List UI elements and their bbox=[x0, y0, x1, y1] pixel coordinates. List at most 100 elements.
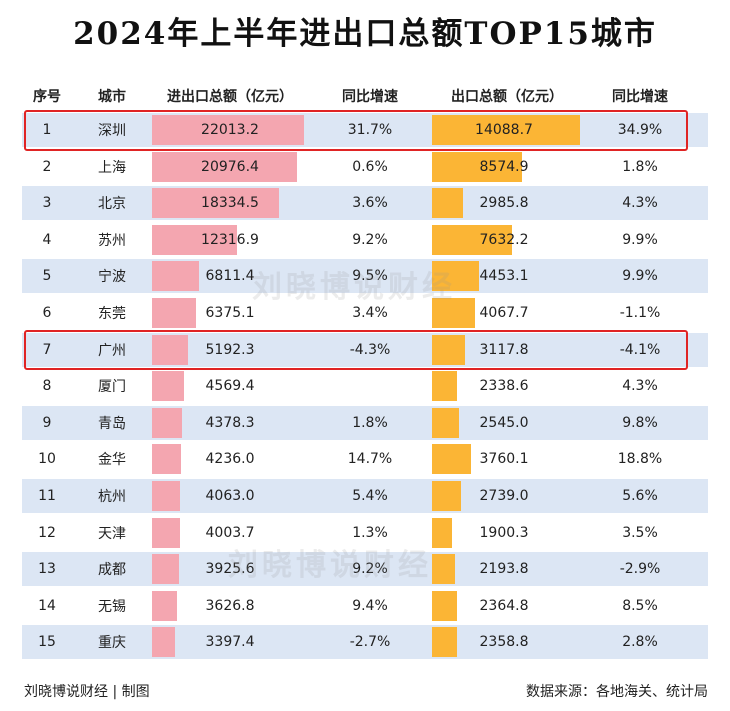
table-row: 1 深圳 22013.2 31.7% 14088.7 34.9% bbox=[22, 113, 708, 147]
city-cell: 宁波 bbox=[98, 269, 126, 286]
chart-title: 2024年上半年进出口总额TOP15城市 bbox=[73, 16, 657, 52]
total-bar bbox=[152, 261, 200, 292]
export-bar bbox=[432, 188, 464, 219]
footer-credit: 刘晓博说财经 | 制图 bbox=[24, 684, 150, 700]
table-row: 3 北京 18334.5 3.6% 2985.8 4.3% bbox=[22, 186, 708, 221]
rank-cell: 6 bbox=[42, 305, 52, 321]
export-bar bbox=[432, 371, 457, 402]
table-row: 9 青岛 4378.3 1.8% 2545.0 9.8% bbox=[22, 405, 708, 440]
total-bar bbox=[152, 407, 183, 438]
export-value: 4453.1 bbox=[479, 268, 529, 285]
city-cell: 青岛 bbox=[98, 415, 126, 432]
export-yoy-value: 1.8% bbox=[622, 158, 658, 175]
rank-cell: 5 bbox=[42, 268, 52, 285]
highlight-box bbox=[24, 110, 688, 151]
export-bar bbox=[432, 334, 465, 365]
table-row: 2 上海 20976.4 0.6% 8574.9 1.8% bbox=[22, 150, 708, 184]
export-yoy-value: 9.9% bbox=[622, 231, 658, 248]
export-bar bbox=[432, 554, 456, 585]
header-total: 进出口总额（亿元） bbox=[167, 89, 293, 105]
table-row: 10 金华 4236.0 14.7% 3760.1 18.8% bbox=[22, 442, 708, 476]
watermark-bottom: 刘晓博说财经 bbox=[228, 548, 432, 583]
total-value: 3397.4 bbox=[205, 634, 255, 651]
footer-source: 数据来源：各地海关、统计局 bbox=[526, 684, 708, 700]
total-yoy-value: 0.6% bbox=[352, 158, 388, 175]
export-bar bbox=[432, 115, 580, 145]
export-value: 3760.1 bbox=[479, 451, 529, 468]
export-yoy-value: 9.8% bbox=[622, 414, 658, 431]
total-yoy-value: 3.4% bbox=[352, 305, 388, 321]
total-value: 20976.4 bbox=[201, 158, 259, 175]
total-bar bbox=[152, 224, 238, 255]
export-value: 3117.8 bbox=[479, 341, 529, 358]
total-yoy-value: 14.7% bbox=[347, 451, 393, 468]
city-cell: 无锡 bbox=[98, 598, 126, 615]
total-yoy-value: -2.7% bbox=[349, 634, 391, 651]
export-yoy-value: 8.5% bbox=[622, 597, 658, 614]
total-value: 4003.7 bbox=[205, 524, 255, 541]
rank-cell: 3 bbox=[42, 195, 52, 212]
total-yoy-value: 9.2% bbox=[352, 561, 388, 578]
total-yoy-value: 9.4% bbox=[352, 597, 388, 614]
export-bar bbox=[432, 627, 457, 658]
total-value: 12316.9 bbox=[201, 231, 259, 248]
total-bar bbox=[152, 115, 304, 145]
total-bar bbox=[152, 590, 178, 621]
header-city: 城市 bbox=[98, 89, 126, 105]
rank-cell: 4 bbox=[42, 231, 52, 248]
city-cell: 天津 bbox=[98, 525, 126, 542]
export-yoy-value: 18.8% bbox=[617, 451, 663, 468]
total-yoy-value: 9.5% bbox=[352, 268, 388, 285]
export-value: 7632.2 bbox=[479, 231, 529, 248]
city-cell: 深圳 bbox=[98, 123, 126, 139]
export-bar bbox=[432, 298, 475, 328]
export-value: 2545.0 bbox=[479, 414, 529, 431]
rank-cell: 13 bbox=[38, 561, 56, 578]
export-yoy-value: 5.6% bbox=[622, 488, 658, 504]
export-yoy-value: 34.9% bbox=[617, 122, 663, 138]
watermark-top: 刘晓博说财经 bbox=[252, 270, 456, 305]
export-yoy-value: 2.8% bbox=[622, 634, 658, 651]
header-export: 出口总额（亿元） bbox=[451, 89, 563, 105]
total-bar bbox=[152, 627, 176, 658]
table-row: 11 杭州 4063.0 5.4% 2739.0 5.6% bbox=[22, 479, 708, 513]
total-yoy-value: 5.4% bbox=[352, 488, 388, 504]
export-bar bbox=[432, 261, 479, 292]
total-yoy-value: 3.6% bbox=[352, 195, 388, 212]
export-value: 8574.9 bbox=[479, 158, 529, 175]
export-bar bbox=[432, 481, 461, 511]
export-value: 2193.8 bbox=[479, 561, 529, 578]
header-export-yoy: 同比增速 bbox=[612, 89, 668, 105]
rank-cell: 2 bbox=[42, 158, 52, 175]
export-bar bbox=[432, 590, 457, 621]
total-bar bbox=[152, 444, 182, 475]
highlight-box bbox=[24, 329, 688, 371]
total-bar bbox=[152, 151, 297, 182]
export-bar bbox=[432, 151, 523, 182]
total-value: 5192.3 bbox=[205, 341, 255, 358]
total-value: 4378.3 bbox=[205, 414, 255, 431]
export-bar bbox=[432, 517, 452, 548]
city-cell: 重庆 bbox=[98, 635, 126, 652]
city-cell: 广州 bbox=[98, 342, 126, 359]
rank-cell: 7 bbox=[42, 341, 52, 358]
export-value: 2358.8 bbox=[479, 634, 529, 651]
table-row: 4 苏州 12316.9 9.2% 7632.2 9.9% bbox=[22, 223, 708, 257]
export-yoy-value: -1.1% bbox=[619, 305, 661, 321]
total-yoy-value bbox=[318, 369, 422, 403]
export-bar bbox=[432, 444, 472, 475]
export-value: 2338.6 bbox=[479, 378, 529, 395]
city-cell: 金华 bbox=[98, 452, 126, 469]
city-cell: 成都 bbox=[98, 562, 126, 579]
city-cell: 杭州 bbox=[98, 489, 126, 505]
city-cell: 东莞 bbox=[98, 306, 126, 322]
total-yoy-value: 9.2% bbox=[352, 231, 388, 248]
export-yoy-value: -4.1% bbox=[619, 341, 661, 358]
rank-cell: 9 bbox=[42, 414, 52, 431]
total-bar bbox=[152, 334, 188, 365]
rank-cell: 15 bbox=[38, 634, 56, 651]
rank-cell: 12 bbox=[38, 524, 56, 541]
total-bar bbox=[152, 481, 181, 511]
table-row: 15 重庆 3397.4 -2.7% 2358.8 2.8% bbox=[22, 625, 708, 660]
table-row: 6 东莞 6375.1 3.4% 4067.7 -1.1% bbox=[22, 296, 708, 330]
